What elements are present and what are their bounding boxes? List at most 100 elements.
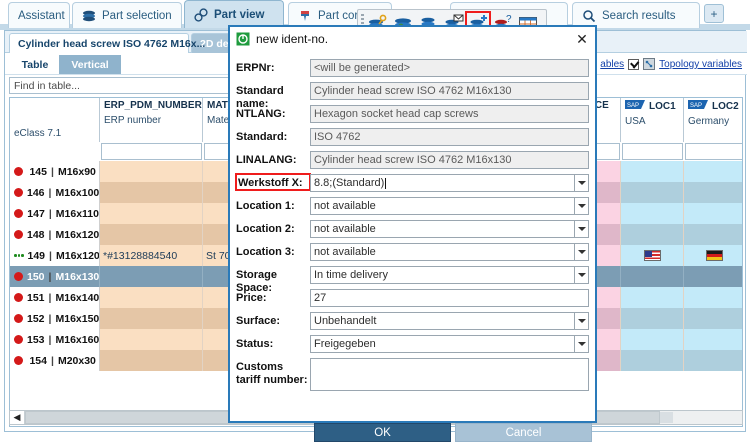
mode-vertical-button[interactable]: Vertical <box>59 55 121 74</box>
cancel-button[interactable]: Cancel <box>455 423 592 442</box>
sap-logo-icon: SAP <box>625 100 645 112</box>
field-label: Werkstoff X: <box>235 173 311 191</box>
filter-input-loc2[interactable] <box>685 143 742 160</box>
subtab-cylinder-head-screw[interactable]: Cylinder head screw ISO 4762 M16x... <box>9 33 205 53</box>
cell-loc2[interactable] <box>684 329 742 350</box>
pin-icon <box>298 9 312 23</box>
field-text: 8.8;(Standard) <box>314 177 385 189</box>
field-value[interactable]: not available <box>310 243 589 261</box>
tab-assistant[interactable]: Assistant <box>8 2 70 28</box>
cell-erp-number[interactable] <box>100 266 203 287</box>
row-label-cell[interactable]: 145 | M16x90 <box>10 161 100 182</box>
cell-loc1[interactable] <box>621 161 684 182</box>
scrollbar-end[interactable] <box>660 412 673 423</box>
field-value[interactable]: Freigegeben <box>310 335 589 353</box>
cell-erp-number[interactable] <box>100 329 203 350</box>
dialog-app-icon <box>236 32 250 46</box>
chevron-down-icon[interactable] <box>574 220 589 238</box>
tab-label: Part view <box>214 8 265 21</box>
row-label-cell[interactable]: 150 | M16x130 <box>10 266 100 287</box>
cell-loc2[interactable] <box>684 308 742 329</box>
row-label-cell[interactable]: 148 | M16x120 <box>10 224 100 245</box>
cell-erp-number[interactable] <box>100 182 203 203</box>
field-value[interactable]: ISO 4762 <box>310 128 589 146</box>
cell-loc2[interactable] <box>684 161 742 182</box>
link-ables[interactable]: ables <box>600 58 625 70</box>
field-value[interactable]: Hexagon socket head cap screws <box>310 105 589 123</box>
parts-icon <box>194 7 208 22</box>
cell-loc2[interactable] <box>684 224 742 245</box>
form-row: Location 3: not available <box>236 243 589 263</box>
table-header-eclass[interactable]: eClass 7.1 <box>10 98 100 142</box>
header-sub: ERP number <box>104 115 162 126</box>
cell-loc1[interactable] <box>621 245 684 266</box>
cell-loc1[interactable] <box>621 203 684 224</box>
cell-loc2[interactable] <box>684 287 742 308</box>
chevron-down-icon[interactable] <box>574 266 589 284</box>
field-value[interactable]: 8.8;(Standard) <box>310 174 589 192</box>
cell-loc2[interactable] <box>684 203 742 224</box>
scroll-left-arrow[interactable]: ◀ <box>10 411 25 424</box>
tab-part-view[interactable]: Part view <box>184 0 284 28</box>
table-header-loc2[interactable]: SAP LOC2 Germany <box>684 98 742 142</box>
topology-variables-checkbox[interactable] <box>628 58 640 70</box>
cell-loc2[interactable] <box>684 350 742 371</box>
cell-erp-number[interactable] <box>100 350 203 371</box>
cell-erp-number[interactable] <box>100 224 203 245</box>
cell-loc2[interactable] <box>684 266 742 287</box>
field-text: Hexagon socket head cap screws <box>314 108 479 120</box>
filter-input-erp-number[interactable] <box>101 143 202 160</box>
field-value[interactable] <box>310 358 589 391</box>
field-value[interactable]: Cylinder head screw ISO 4762 M16x130 <box>310 151 589 169</box>
cell-loc1[interactable] <box>621 308 684 329</box>
chevron-down-icon[interactable] <box>574 174 589 192</box>
link-topology-variables[interactable]: Topology variables <box>659 58 742 70</box>
cell-loc1[interactable] <box>621 266 684 287</box>
row-label-cell[interactable]: 149 | M16x120 <box>10 245 100 266</box>
cell-loc1[interactable] <box>621 350 684 371</box>
row-label-cell[interactable]: 147 | M16x110 <box>10 203 100 224</box>
field-value[interactable]: not available <box>310 197 589 215</box>
row-name: M16x150 <box>55 312 100 325</box>
cell-loc1[interactable] <box>621 224 684 245</box>
table-header-erp-pdm-number[interactable]: ERP_PDM_NUMBER ERP number <box>100 98 203 142</box>
chevron-down-icon[interactable] <box>574 197 589 215</box>
row-label-cell[interactable]: 151 | M16x140 <box>10 287 100 308</box>
cell-erp-number[interactable]: *#13128884540 <box>100 245 203 266</box>
tab-search-results[interactable]: Search results <box>572 2 700 28</box>
svg-text:?: ? <box>506 14 512 25</box>
cell-loc2[interactable] <box>684 182 742 203</box>
field-value[interactable]: 27 <box>310 289 589 307</box>
chevron-down-icon[interactable] <box>574 312 589 330</box>
field-value[interactable]: not available <box>310 220 589 238</box>
chevron-down-icon[interactable] <box>574 335 589 353</box>
field-value[interactable]: Cylinder head screw ISO 4762 M16x130 <box>310 82 589 100</box>
chevron-down-icon[interactable] <box>574 243 589 261</box>
field-value[interactable]: <will be generated> <box>310 59 589 77</box>
add-tab-button[interactable]: + <box>704 4 724 23</box>
close-icon[interactable]: ✕ <box>573 30 591 48</box>
filter-input-loc1[interactable] <box>622 143 683 160</box>
cell-erp-number[interactable] <box>100 203 203 224</box>
cell-erp-number[interactable] <box>100 161 203 182</box>
mode-table-button[interactable]: Table <box>13 55 57 74</box>
row-label-cell[interactable]: 146 | M16x100 <box>10 182 100 203</box>
cell-loc2[interactable] <box>684 245 742 266</box>
field-value[interactable]: In time delivery <box>310 266 589 284</box>
cell-erp-number[interactable] <box>100 287 203 308</box>
cell-loc1[interactable] <box>621 182 684 203</box>
cell-erp-number[interactable] <box>100 308 203 329</box>
row-name: M20x30 <box>57 354 96 367</box>
table-header-loc1[interactable]: SAP LOC1 USA <box>621 98 684 142</box>
field-value[interactable]: Unbehandelt <box>310 312 589 330</box>
ok-button[interactable]: OK <box>314 423 451 442</box>
status-dot-icon <box>14 188 23 197</box>
row-label-cell[interactable]: 154 | M20x30 <box>10 350 100 371</box>
cell-loc1[interactable] <box>621 287 684 308</box>
row-number: 150 <box>27 270 45 283</box>
row-label-cell[interactable]: 153 | M16x160 <box>10 329 100 350</box>
tab-part-selection[interactable]: Part selection <box>72 2 182 28</box>
cell-loc1[interactable] <box>621 329 684 350</box>
row-label-cell[interactable]: 152 | M16x150 <box>10 308 100 329</box>
stack-icon <box>82 9 96 23</box>
